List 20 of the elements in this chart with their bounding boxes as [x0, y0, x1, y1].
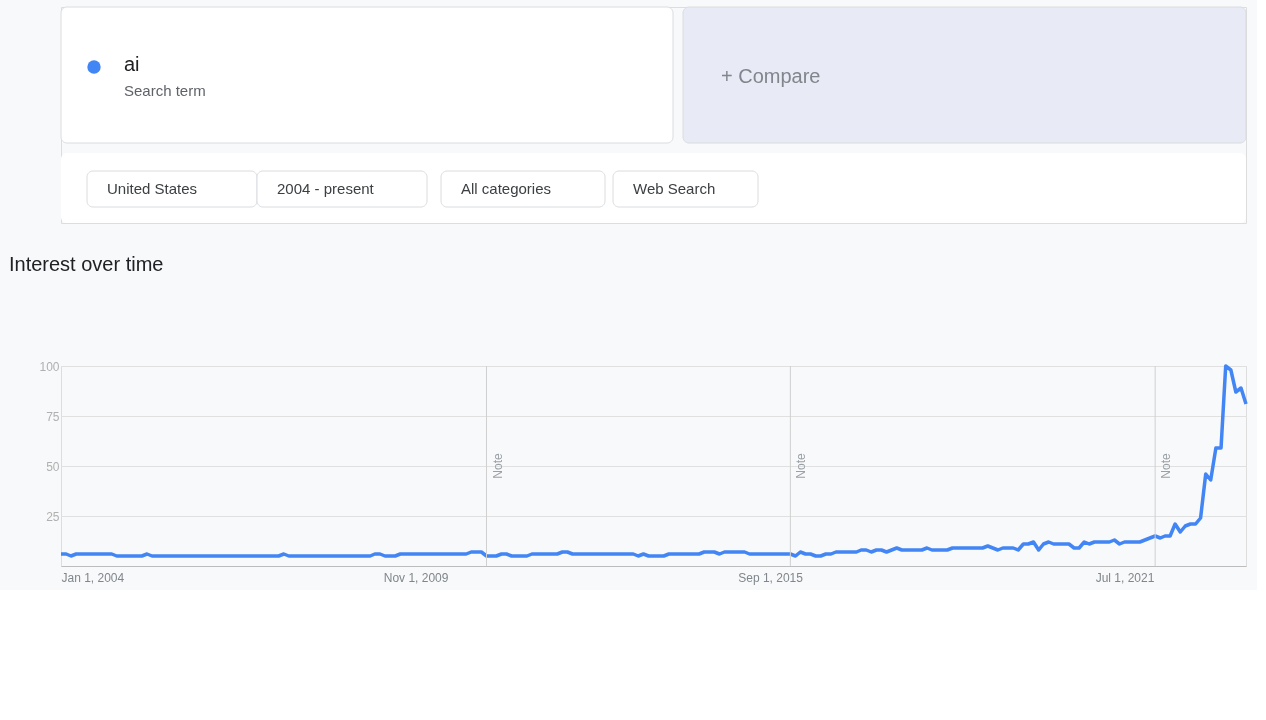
- x-tick-label: Jan 1, 2004: [61, 570, 125, 585]
- x-tick-label: Nov 1, 2009: [383, 570, 449, 585]
- ref-line-label: Note: [1159, 453, 1174, 479]
- text: All categories: [461, 180, 552, 197]
- chart-title: Interest over time: [8, 253, 164, 275]
- x-tick-label: Sep 1, 2015: [738, 570, 804, 585]
- text: 2004 - present: [277, 180, 375, 197]
- x-tick-label: Jul 1, 2021: [1095, 570, 1155, 585]
- ref-line-label: Note: [490, 453, 505, 479]
- text: Search term: [124, 82, 206, 99]
- text: United States: [107, 180, 198, 197]
- text: Web Search: [633, 180, 716, 197]
- line-series: [59, 364, 1248, 558]
- text: + Compare: [721, 65, 821, 87]
- y-tick-label: 50: [46, 459, 60, 474]
- legend-label: ai: [124, 53, 140, 75]
- y-tick-label: 25: [46, 509, 60, 524]
- y-tick-label: 100: [39, 359, 60, 374]
- ref-line-label: Note: [794, 453, 809, 479]
- y-tick-label: 75: [46, 409, 60, 424]
